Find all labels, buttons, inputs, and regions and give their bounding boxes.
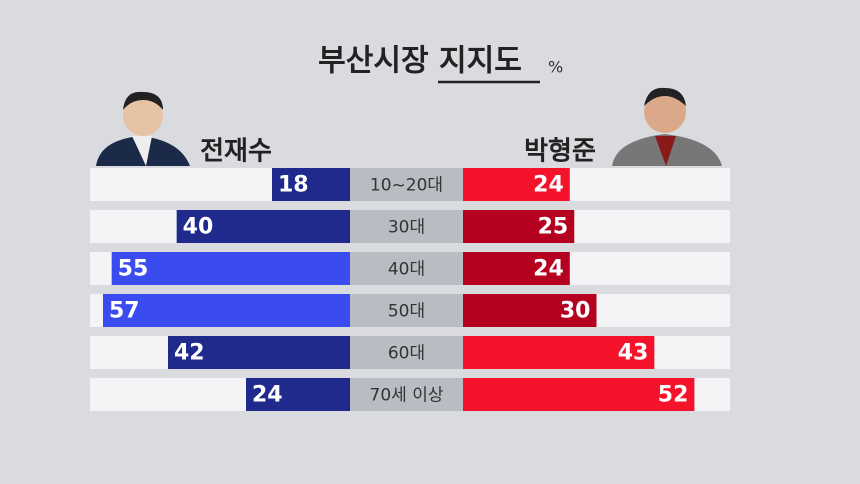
- bar: [111, 252, 351, 285]
- chart-title: 부산시장 지지도: [318, 44, 522, 79]
- bar: [103, 294, 350, 327]
- bar: [176, 210, 350, 243]
- category-label: 10~20대: [370, 176, 443, 196]
- bar: [168, 336, 350, 369]
- value-label: 40: [183, 215, 214, 240]
- title-group: 부산시장 지지도 %: [318, 44, 563, 84]
- unit: %: [548, 58, 563, 77]
- value-label: 30: [560, 299, 591, 324]
- category-label: 40대: [388, 260, 425, 280]
- category-band: [350, 168, 463, 201]
- bar: [463, 168, 570, 201]
- right-photo: [612, 87, 722, 166]
- category-label: 30대: [388, 218, 425, 238]
- value-label: 57: [109, 299, 140, 324]
- category-band: [350, 378, 463, 411]
- category-band: [350, 336, 463, 369]
- value-label: 18: [278, 173, 309, 198]
- category-band: [350, 252, 463, 285]
- bar: [463, 252, 570, 285]
- left-photo: [96, 91, 190, 166]
- category-label: 60대: [388, 344, 425, 364]
- value-label: 42: [174, 341, 205, 366]
- value-label: 24: [533, 173, 564, 198]
- value-label: 24: [252, 383, 283, 408]
- value-label: 43: [618, 341, 649, 366]
- bar: [463, 210, 575, 243]
- category-label: 50대: [388, 302, 425, 322]
- category-label: 70세 이상: [370, 386, 444, 406]
- value-label: 24: [533, 257, 564, 282]
- bar: [463, 378, 695, 411]
- bar: [463, 294, 597, 327]
- legend-left: 전재수: [200, 137, 272, 167]
- category-band: [350, 210, 463, 243]
- category-band: [350, 294, 463, 327]
- bar: [246, 378, 350, 411]
- bar: [272, 168, 350, 201]
- value-label: 25: [538, 215, 569, 240]
- value-label: 52: [658, 383, 689, 408]
- bar: [463, 336, 655, 369]
- value-label: 55: [118, 257, 149, 282]
- legend-right: 박형준: [524, 137, 596, 167]
